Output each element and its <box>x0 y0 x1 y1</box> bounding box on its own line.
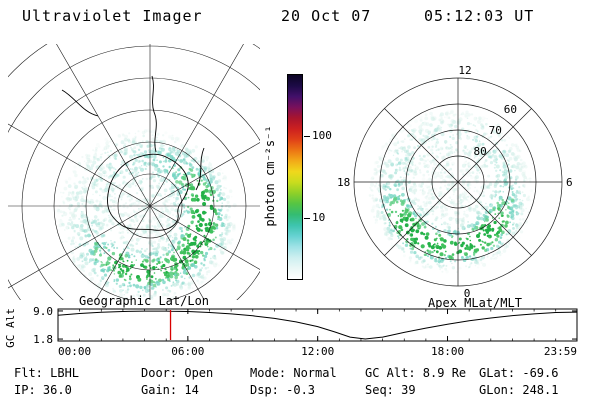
polar-axis-label: 60 <box>504 103 517 116</box>
colorbar-tick-label: 100 <box>312 129 332 142</box>
status-glat: GLat: -69.6 <box>479 366 559 380</box>
app-title: Ultraviolet Imager <box>22 7 203 25</box>
polar-axis-label: 6 <box>566 176 573 189</box>
colorbar-label: photon cm⁻²s⁻¹ <box>263 125 277 227</box>
strip-axis-label: 9.0 <box>33 305 53 318</box>
date-display: 20 Oct 07 <box>281 7 372 25</box>
polar-axis-label: 0 <box>464 287 471 300</box>
colorbar-gradient <box>287 74 303 280</box>
status-glon: GLon: 248.1 <box>479 383 559 397</box>
geographic-map-panel <box>8 44 260 300</box>
polar-axis-label: 18 <box>337 176 350 189</box>
strip-axis-label: 23:59 <box>544 345 577 358</box>
polar-axis-label: 12 <box>458 64 471 77</box>
status-gain: Gain: 14 <box>141 383 199 397</box>
strip-axis-label: 06:00 <box>171 345 204 358</box>
strip-axis-label: 18:00 <box>431 345 464 358</box>
status-door: Door: Open <box>141 366 214 380</box>
status-flt: Flt: LBHL <box>14 366 80 380</box>
colorbar-tick-label: 10 <box>312 211 326 224</box>
status-seq: Seq: 39 <box>365 383 416 397</box>
status-ip: IP: 36.0 <box>14 383 72 397</box>
apex-panel-caption: Apex MLat/MLT <box>428 296 522 310</box>
colorbar-tick-mark <box>304 136 310 137</box>
strip-ylabel: GC Alt <box>4 308 17 348</box>
orbit-altitude-chart: 9.0 1.8 00:00 06:00 12:00 18:00 23:59 GC Alt <box>4 305 578 358</box>
polar-axis-label: 70 <box>489 124 502 137</box>
geographic-panel-caption: Geographic Lat/Lon <box>78 294 210 308</box>
status-dsp: Dsp: -0.3 <box>250 383 316 397</box>
polar-axis-label: 80 <box>473 145 486 158</box>
colorbar-tick-mark <box>304 218 310 219</box>
strip-axis-label: 1.8 <box>33 333 53 346</box>
status-mode: Mode: Normal <box>250 366 337 380</box>
strip-axis-label: 00:00 <box>58 345 91 358</box>
altitude-curve <box>57 310 577 340</box>
strip-axis-label: 12:00 <box>301 345 334 358</box>
time-display: 05:12:03 UT <box>424 7 535 25</box>
status-gcalt: GC Alt: 8.9 Re <box>365 366 467 380</box>
